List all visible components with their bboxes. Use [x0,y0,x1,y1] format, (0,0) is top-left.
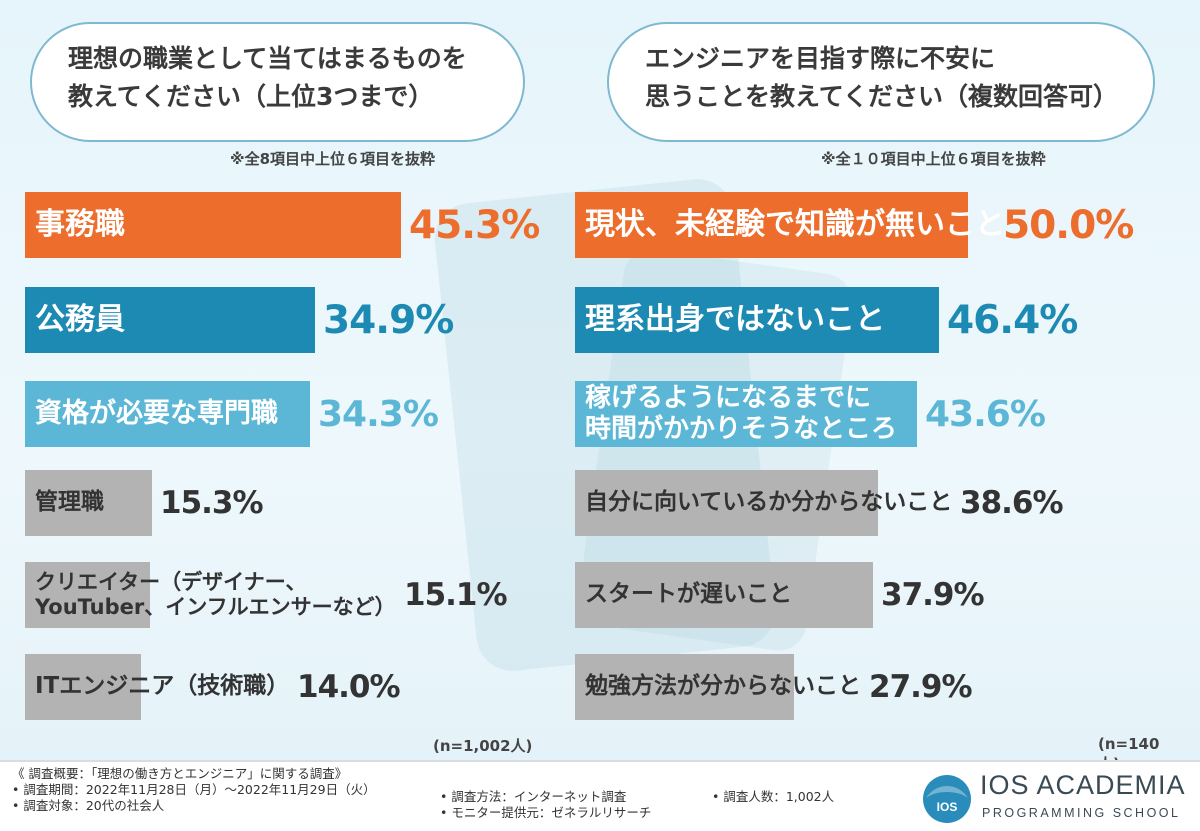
bar [575,654,794,720]
bar-chart: 事務職 45.3% 公務員 34.9% 資格が必要な専門職 34.3% 管理職 15.3% クリ… [25,0,585,760]
value-label: 38.6% [960,485,1064,521]
bar-label: 公務員 [35,302,125,338]
bar-label: 勉強方法が分からないこと [585,673,861,700]
question-bubble: 理想の職業として当てはまるものを 教えてください（上位3つまで） [30,22,525,142]
value-label: 34.9% [323,297,454,343]
value-label: 37.9% [881,577,985,613]
bar-chart: 現状、未経験で知識が無いこと 50.0% 理系出身ではないこと 46.4% 稼げるように… [575,0,1135,760]
bar [25,562,150,628]
bar-label: 管理職 [35,489,104,516]
bar-label: スタートが遅いこと [585,581,792,608]
bar [25,654,141,720]
bar [575,381,917,447]
value-label: 45.3% [409,202,540,248]
bar-label: 稼げるようになるまでに 時間がかかりそうなところ [585,383,898,444]
bar [25,192,401,258]
bar-label: 資格が必要な専門職 [35,398,278,430]
value-label: 15.1% [404,577,508,613]
value-label: 15.3% [160,485,264,521]
sample-size-label: (n=1,002人) [433,737,533,755]
value-label: 46.4% [947,297,1078,343]
survey-count: • 調査人数：1,002人 [712,789,835,804]
bar-label: クリエイター（デザイナー、 YouTuber、インフルエンサーなど） [35,570,396,619]
extract-note: ※全8項目中上位６項目を抜粋 [230,150,436,168]
question-bubble: エンジニアを目指す際に不安に 思うことを教えてください（複数回答可） [607,22,1155,142]
bar [25,470,152,536]
right-chart-panel: エンジニアを目指す際に不安に 思うことを教えてください（複数回答可） ※全１０項… [575,0,1159,773]
survey-title: 《 調査概要：「理想の働き方とエンジニア」に関する調査》 [12,766,348,781]
survey-footer: 《 調査概要：「理想の働き方とエンジニア」に関する調査》 • 調査期間：2022… [0,762,1200,831]
bar-label: 事務職 [35,207,125,243]
survey-overview: 《 調査概要：「理想の働き方とエンジニア」に関する調査》 • 調査期間：2022… [12,766,376,814]
bar [25,287,315,353]
bar [575,470,878,536]
bar [575,192,968,258]
bar [25,381,310,447]
value-label: 14.0% [297,669,401,705]
value-label: 27.9% [869,669,973,705]
logo-mark-icon: IOS [923,775,971,823]
bar [575,562,873,628]
survey-method: • 調査方法：インターネット調査 [440,789,627,804]
bar-label: 自分に向いているか分からないこと [585,489,953,516]
survey-period: • 調査期間：2022年11月28日（月）～2022年11月29日（火） [12,782,376,797]
value-label: 43.6% [925,393,1046,435]
value-label: 50.0% [1003,202,1134,248]
survey-target: • 調査対象：20代の社会人 [12,798,165,813]
extract-note: ※全１０項目中上位６項目を抜粋 [821,150,1046,168]
bar-label: 現状、未経験で知識が無いこと [585,207,1005,243]
logo-subtitle: PROGRAMMING SCHOOL [982,806,1181,820]
bar-label: 理系出身ではないこと [585,302,885,338]
value-label: 34.3% [318,393,439,435]
survey-provider: • モニター提供元：ゼネラルリサーチ [440,805,652,820]
bar [575,287,939,353]
logo-name: IOS ACADEMIA [980,770,1186,800]
bar-label: ITエンジニア（技術職） [35,673,290,700]
footer-divider [0,760,1200,762]
svg-text:IOS: IOS [937,800,958,814]
left-chart-panel: 理想の職業として当てはまるものを 教えてください（上位3つまで） ※全8項目中上… [25,0,585,760]
